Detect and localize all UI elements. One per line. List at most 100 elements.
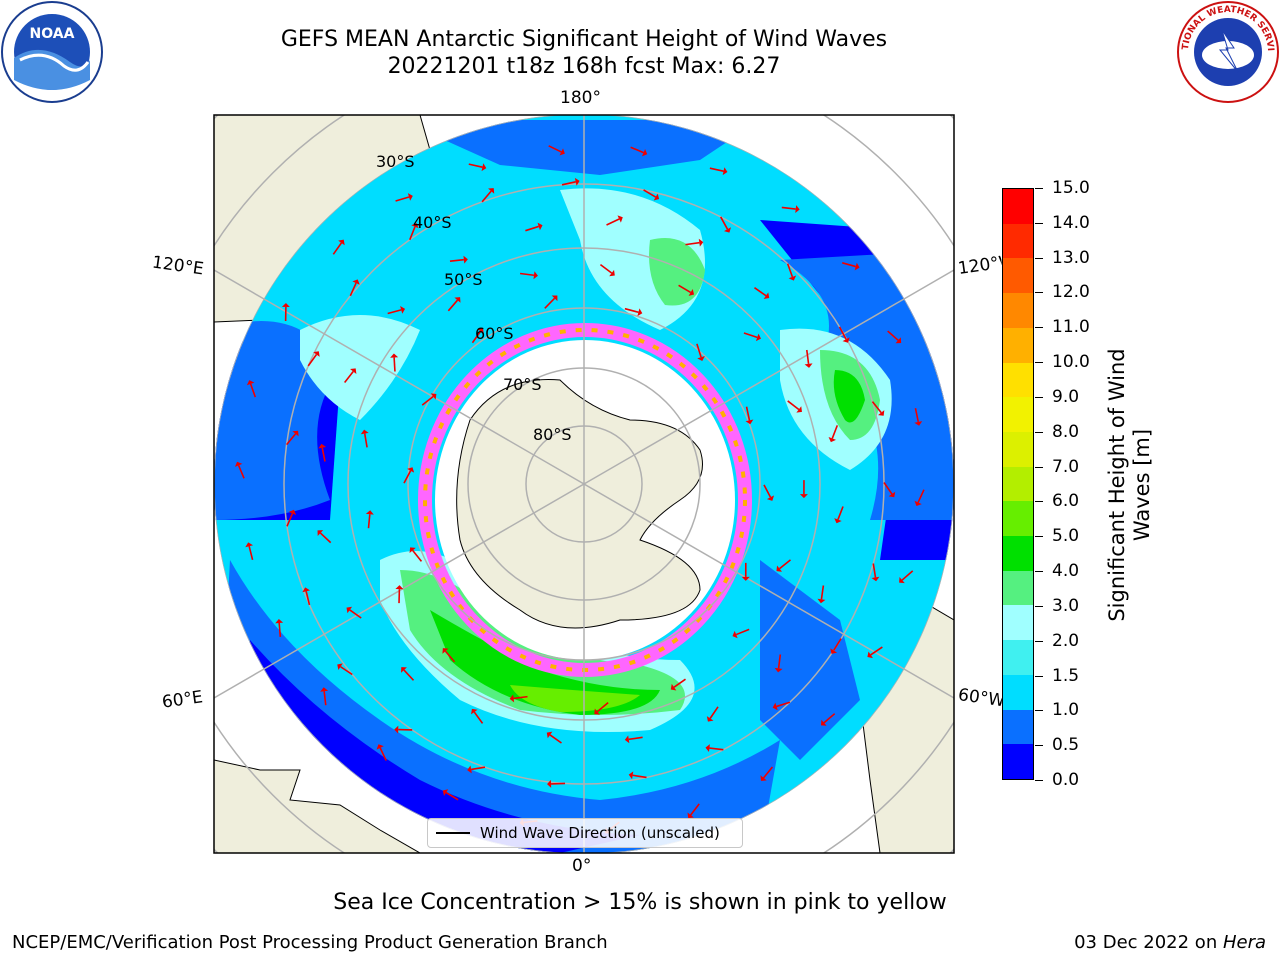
wave-arrow: [340, 666, 353, 676]
wave-arrow-head: [234, 461, 243, 467]
colorbar-tick: [1035, 501, 1043, 503]
wave-arrow: [421, 395, 434, 406]
wave-arrow-head: [763, 292, 770, 299]
wave-arrow-head: [617, 215, 623, 223]
antarctica-land: [456, 379, 703, 629]
colorbar-tick-label: 9.0: [1052, 386, 1080, 407]
wave-arrow: [872, 563, 877, 578]
wave-arrow: [786, 263, 794, 278]
wave-arrow: [678, 284, 692, 294]
wave-arrow-head: [547, 779, 552, 788]
wave-arrow-head: [774, 667, 783, 673]
wave-arrow-head: [442, 789, 449, 797]
colorbar-tick-label: 11.0: [1052, 317, 1090, 338]
wave-arrow-head: [409, 547, 416, 553]
wave-arrow: [596, 702, 609, 713]
wave-arrow-head: [760, 775, 767, 781]
wave-arrow-head: [772, 702, 778, 711]
wave-arrow-head: [609, 269, 615, 277]
colorbar-segment: [1003, 640, 1033, 675]
wave-arrow: [468, 163, 483, 168]
wind-wave-arrows: [234, 145, 925, 834]
wave-arrow-head: [624, 735, 630, 744]
wave-arrow: [395, 196, 410, 202]
colorbar-tick: [1035, 675, 1043, 677]
wave-arrow-head: [302, 587, 311, 593]
wave-arrow-head: [360, 429, 369, 435]
wave-arrow-head: [828, 437, 837, 443]
wave-arrow: [606, 218, 620, 226]
wave-arrow: [387, 309, 402, 315]
wave-arrow-head: [481, 163, 487, 172]
wave-arrow-head: [352, 279, 360, 285]
wave-arrow: [403, 470, 412, 484]
wave-arrow-head: [766, 495, 775, 501]
wave-arrow-head: [637, 308, 643, 317]
colorbar-segment: [1003, 293, 1033, 328]
wave-arrow-head: [488, 188, 495, 194]
wave-arrow: [551, 782, 566, 785]
colorbar-tick-label: 10.0: [1052, 352, 1090, 373]
wave-arrow-head: [317, 530, 324, 537]
colorbar-tick-label: 6.0: [1052, 491, 1080, 512]
wave-arrow: [525, 225, 539, 232]
colorbar-segment: [1003, 709, 1033, 745]
colorbar-tick: [1035, 222, 1043, 224]
noaa-logo: NOAA: [1, 1, 103, 103]
map-frame: [213, 114, 955, 854]
colorbar-tick: [1035, 571, 1043, 573]
colorbar-tick: [1035, 362, 1043, 364]
wave-arrow-head: [705, 744, 710, 753]
wave-arrow: [762, 766, 774, 779]
wave-arrow-head: [246, 380, 255, 386]
wave-arrow: [709, 167, 724, 172]
wave-arrow: [831, 425, 839, 439]
wave-arrow-head: [895, 337, 902, 344]
wave-arrow: [685, 241, 700, 246]
wave-arrow: [735, 628, 750, 636]
wave-arrow: [409, 226, 416, 241]
colorbar-segment: [1003, 744, 1033, 779]
colorbar-segment: [1003, 397, 1033, 432]
wave-arrow-head: [914, 421, 923, 426]
wave-arrow-head: [854, 262, 860, 271]
wave-arrow: [745, 406, 751, 421]
wave-arrow-head: [914, 500, 922, 507]
wave-arrow: [837, 506, 844, 520]
wave-arrow-head: [477, 328, 484, 334]
wave-arrow-head: [338, 239, 345, 246]
colorbar-tick: [1035, 745, 1043, 747]
footer-date: 03 Dec 2022 on Hera: [1074, 932, 1266, 953]
colorbar-tick-label: 0.0: [1052, 770, 1080, 790]
wave-arrow-head: [688, 289, 695, 296]
colorbar-tick: [1035, 780, 1043, 781]
colorbar-segment: [1003, 189, 1033, 224]
colorbar-segment: [1003, 466, 1033, 502]
wave-arrow-head: [804, 363, 813, 368]
wave-arrow: [838, 326, 847, 340]
graticule: [214, 115, 954, 853]
lon-label-0: 0°: [572, 856, 592, 876]
wave-arrow: [787, 400, 800, 411]
wave-arrow: [776, 701, 791, 708]
wave-arrow-head: [817, 598, 826, 604]
wave-arrow-head: [830, 648, 838, 654]
wave-arrow-head: [842, 337, 850, 343]
wave-arrow-head: [899, 577, 905, 584]
colorbar-tick: [1035, 431, 1043, 433]
colorbar-tick-label: 3.0: [1052, 595, 1080, 616]
wave-arrow-head: [723, 227, 731, 233]
wave-arrow: [781, 206, 796, 210]
wave-arrow: [519, 272, 535, 277]
wave-arrow: [643, 189, 657, 198]
wave-arrow: [548, 145, 562, 153]
colorbar-tick: [1035, 327, 1043, 329]
colorbar-tick-label: 15.0: [1052, 178, 1090, 198]
wave-arrow: [870, 646, 883, 656]
wave-arrow-head: [796, 406, 802, 413]
legend-line-icon: [436, 832, 470, 834]
wave-arrow-head: [346, 606, 353, 614]
wave-arrow-head: [509, 694, 515, 703]
wave-arrow: [307, 354, 318, 367]
